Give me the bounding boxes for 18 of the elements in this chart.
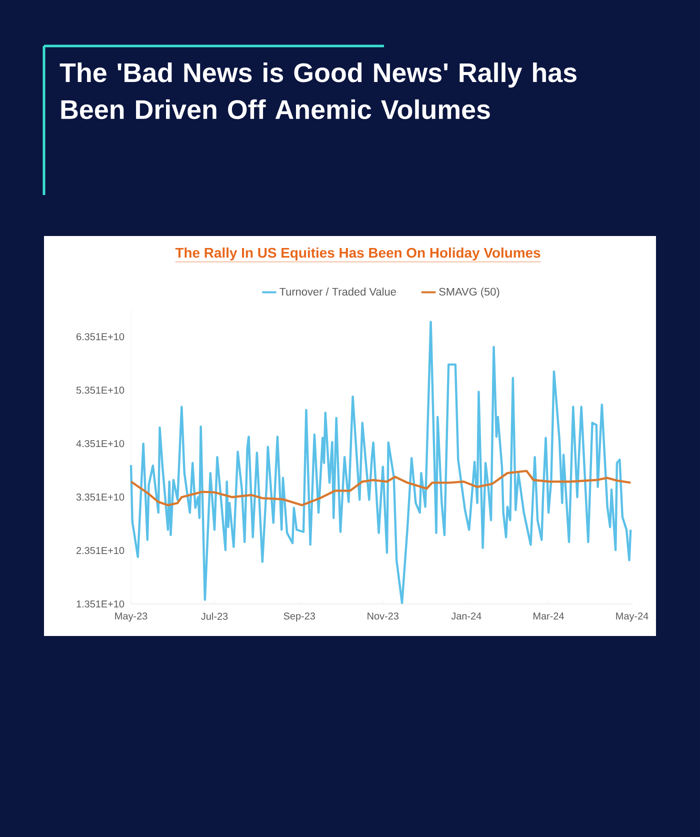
y-tick-label: 3.351E+10 bbox=[76, 494, 124, 501]
y-tick-label: 6.351E+10 bbox=[76, 333, 124, 340]
x-tick-label: Mar-24 bbox=[534, 612, 564, 620]
y-tick-label: 2.351E+10 bbox=[76, 547, 124, 554]
y-tick-label: 4.351E+10 bbox=[76, 440, 124, 448]
x-tick-label: May-24 bbox=[616, 612, 648, 622]
line-series bbox=[130, 470, 632, 506]
x-tick-label: Jul-23 bbox=[201, 612, 228, 620]
x-tick-label: Sep-23 bbox=[284, 612, 315, 622]
x-tick-label: May-23 bbox=[115, 612, 148, 622]
chart-title: The 'Bad News is Good News' Rally has Been Driven Off Anemic Volumes bbox=[60, 62, 576, 120]
legend-label: Turnover / Traded Value bbox=[280, 288, 396, 296]
x-tick-label: Nov-23 bbox=[368, 612, 398, 620]
y-tick-label: 1.351E+10 bbox=[76, 600, 124, 608]
x-tick-label: Jan-24 bbox=[451, 612, 482, 620]
y-tick-label: 5.351E+10 bbox=[76, 386, 124, 394]
chart-subtitle: The Rally In US Equities Has Been On Holiday Volumes bbox=[175, 247, 540, 260]
legend-label: SMAVG (50) bbox=[439, 288, 500, 298]
